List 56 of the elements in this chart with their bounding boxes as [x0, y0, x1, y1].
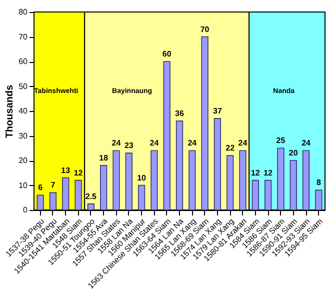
data-label: 20 — [288, 148, 298, 158]
data-label: 24 — [302, 138, 312, 148]
data-label: 22 — [226, 144, 236, 153]
y-tick-label: 80 — [18, 8, 28, 16]
data-label: 37 — [213, 106, 222, 116]
bar — [201, 36, 208, 210]
y-tick-label: 30 — [18, 131, 28, 140]
y-tick-label: 10 — [18, 180, 28, 190]
data-label: 24 — [188, 138, 198, 148]
y-tick-label: 40 — [18, 106, 28, 116]
bar — [36, 194, 44, 210]
data-label: 24 — [238, 138, 248, 148]
bar — [163, 61, 170, 210]
bar — [125, 152, 132, 210]
data-label: 23 — [124, 141, 134, 150]
bar — [290, 160, 297, 210]
y-axis-title: Thousands — [4, 84, 16, 138]
data-label: 18 — [99, 153, 109, 162]
bar — [150, 150, 158, 210]
data-label: 70 — [200, 24, 210, 34]
data-label: 24 — [112, 138, 122, 148]
bar — [112, 150, 120, 210]
data-label: 6 — [38, 183, 44, 192]
data-label: 8 — [316, 178, 322, 188]
data-label: 2.5 — [85, 192, 98, 201]
data-label: 60 — [162, 50, 172, 58]
bar — [49, 192, 57, 210]
bar — [315, 190, 322, 210]
y-tick-label: 60 — [18, 57, 28, 66]
data-label: 25 — [276, 136, 286, 146]
bar — [62, 177, 70, 210]
bar — [252, 180, 259, 210]
bar — [214, 118, 222, 210]
bar — [302, 150, 310, 210]
bar — [74, 180, 82, 210]
y-tick-label: 0 — [23, 206, 28, 214]
bar — [264, 180, 272, 210]
bar — [87, 203, 94, 210]
data-label: 24 — [150, 138, 160, 148]
y-tick-label: 50 — [18, 82, 28, 91]
data-label: 12 — [250, 168, 260, 178]
bar — [100, 165, 108, 210]
bar — [188, 150, 196, 210]
bar — [176, 120, 184, 210]
data-label: 7 — [50, 180, 56, 190]
data-label: 13 — [61, 166, 71, 175]
bar — [277, 148, 284, 210]
data-label: 36 — [175, 108, 184, 118]
data-label: 10 — [137, 173, 147, 182]
data-label: 12 — [74, 168, 84, 178]
bar — [138, 184, 146, 210]
data-label: 12 — [264, 168, 274, 178]
bar — [239, 150, 246, 210]
bar — [226, 155, 234, 210]
y-tick-label: 20 — [18, 156, 28, 165]
y-tick-label: 70 — [18, 32, 28, 42]
